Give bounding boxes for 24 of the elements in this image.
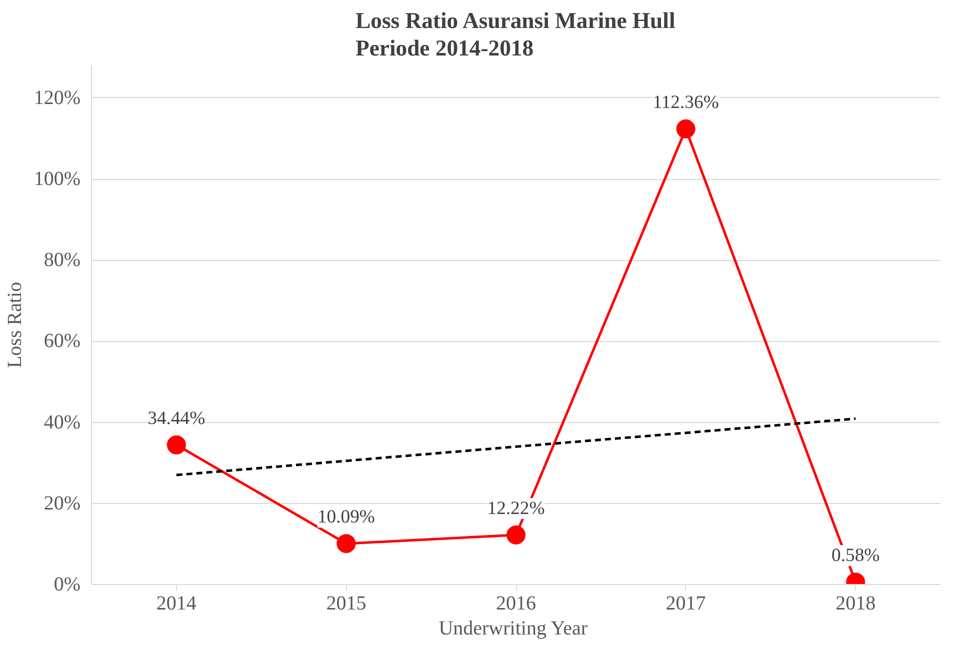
x-tick-label: 2014	[156, 592, 196, 614]
chart-title: Loss Ratio Asuransi Marine Hull Periode 2014-2018	[356, 8, 676, 60]
x-tick-label: 2015	[326, 592, 366, 614]
y-tick-label: 80%	[44, 249, 81, 272]
x-tick-label: 2016	[496, 592, 536, 614]
y-tick-label: 20%	[44, 492, 81, 514]
point	[336, 534, 356, 554]
y-tick-label: 60%	[44, 330, 81, 352]
x-axis-title: Underwriting Year	[438, 618, 588, 640]
data-label: 12.22%	[487, 498, 545, 519]
point	[166, 435, 186, 454]
y-tick-label: 40%	[44, 411, 81, 434]
data-label: 0.58%	[832, 545, 880, 566]
data-label: 10.09%	[317, 506, 375, 528]
y-tick-label: 120%	[34, 86, 81, 109]
data-label: 34.44%	[148, 408, 206, 429]
y-axis-title: Loss Ratio	[4, 282, 26, 368]
y-tick-label: 100%	[34, 168, 81, 190]
data-label: 112.36%	[652, 92, 719, 113]
point	[506, 525, 526, 544]
y-tick-label: 0%	[54, 574, 81, 596]
point	[676, 119, 696, 138]
x-tick-label: 2017	[666, 592, 706, 614]
x-tick-label: 2018	[836, 592, 876, 614]
